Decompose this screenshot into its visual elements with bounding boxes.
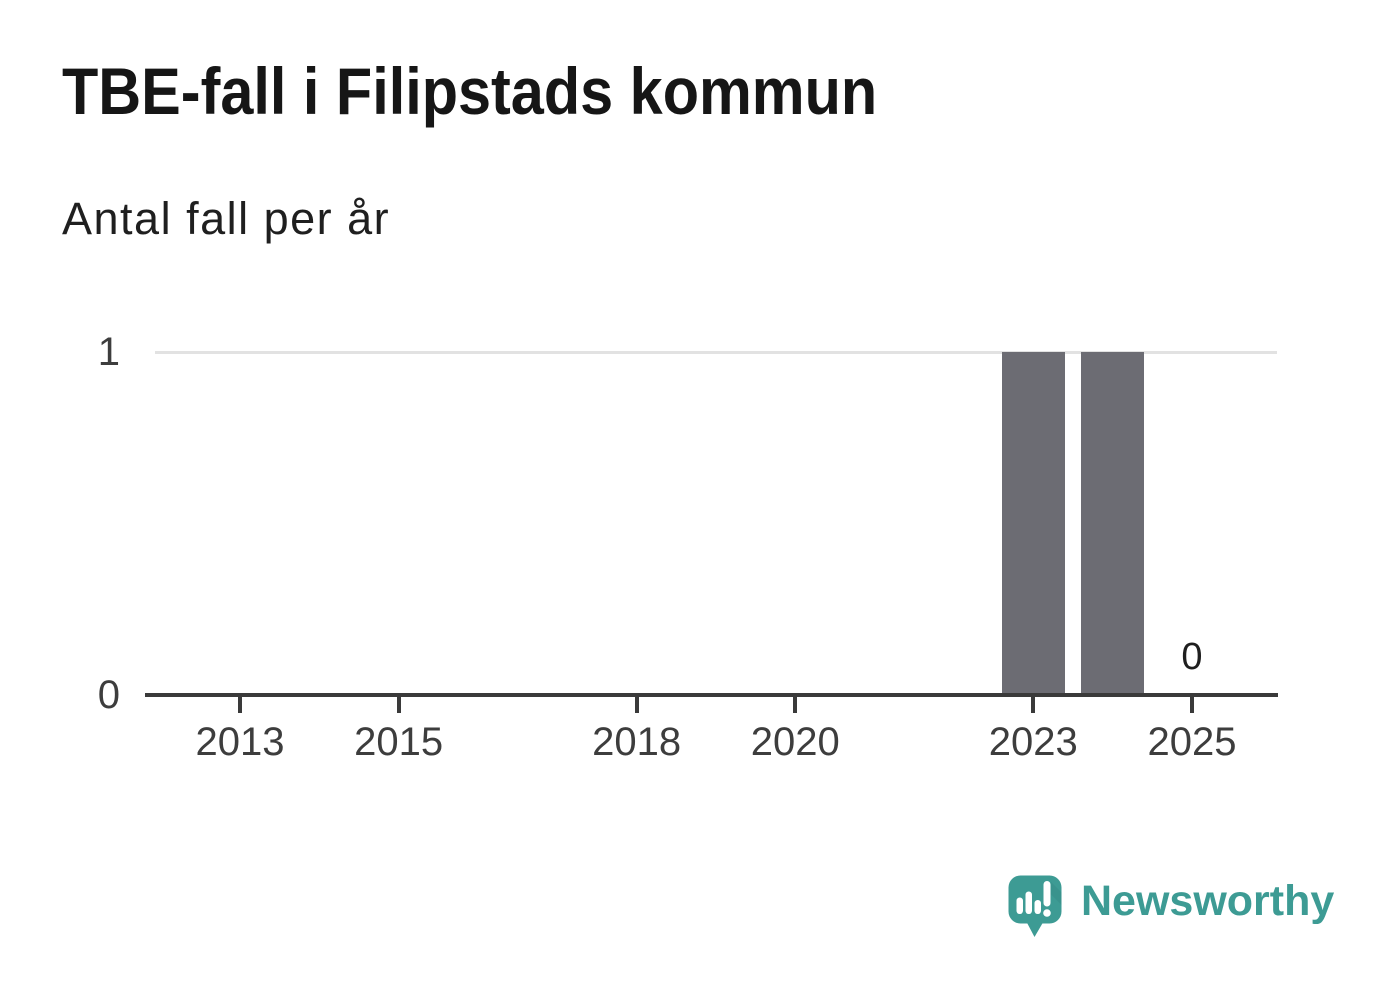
newsworthy-speech-bubble-bar-chart-icon [1008, 875, 1062, 937]
x-axis-line [145, 693, 1278, 697]
x-tick-2018 [634, 697, 639, 713]
x-tick-label-2020: 2020 [750, 720, 840, 764]
chart-subtitle: Antal fall per år [62, 193, 391, 244]
bar-2023 [1001, 352, 1065, 695]
x-tick-2023 [1031, 697, 1036, 713]
bar-2024 [1081, 352, 1145, 695]
value-label-2025: 0 [1181, 636, 1203, 678]
x-tick-label-2015: 2015 [354, 720, 444, 764]
chart-title: TBE-fall i Filipstads kommun [62, 54, 878, 128]
x-tick-label-2013: 2013 [195, 720, 285, 764]
y-tick-label-1: 1 [97, 330, 120, 374]
newsworthy-logo[interactable]: Newsworthy [1008, 872, 1338, 944]
x-tick-label-2023: 2023 [988, 720, 1078, 764]
x-tick-2015 [396, 697, 401, 713]
x-tick-label-2018: 2018 [592, 720, 682, 764]
x-tick-2020 [793, 697, 798, 713]
x-tick-label-2025: 2025 [1147, 720, 1237, 764]
y-tick-label-0: 0 [97, 673, 120, 717]
x-tick-2025 [1189, 697, 1194, 713]
x-tick-2013 [238, 697, 242, 713]
gridline-y1 [155, 351, 1277, 354]
newsworthy-wordmark: Newsworthy [1081, 876, 1335, 925]
